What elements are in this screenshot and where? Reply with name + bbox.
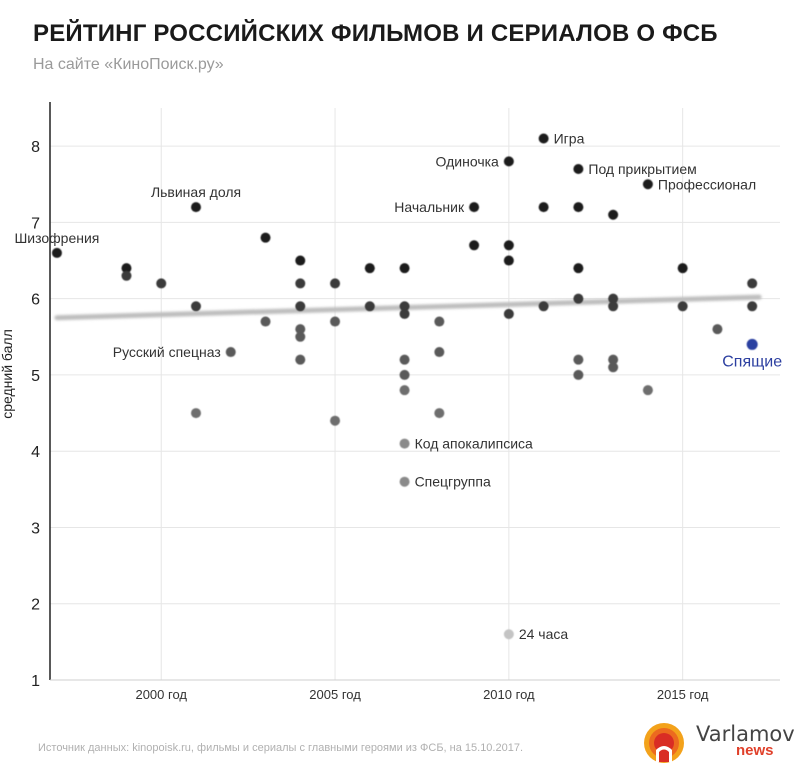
data-point bbox=[712, 324, 723, 335]
data-point bbox=[434, 347, 445, 358]
data-point bbox=[399, 438, 410, 449]
axes: 1 2 3 4 5 6 7 8 2000 год 2005 год 2010 год 2015 год… bbox=[0, 102, 780, 702]
point-label: Спящие bbox=[722, 353, 782, 370]
point-label: 24 часа bbox=[519, 626, 569, 642]
data-point bbox=[747, 301, 758, 312]
data-point bbox=[295, 301, 306, 312]
data-point bbox=[573, 164, 584, 175]
data-point bbox=[330, 415, 341, 426]
data-point bbox=[51, 247, 62, 258]
y-tick-label: 2 bbox=[31, 597, 40, 614]
point-label: Одиночка bbox=[436, 153, 500, 169]
data-point bbox=[295, 278, 306, 289]
y-axis-label: средний балл bbox=[0, 329, 15, 419]
logo: Varlamov news bbox=[634, 716, 795, 766]
data-point bbox=[191, 301, 201, 312]
data-point bbox=[399, 476, 410, 487]
logo-subword: news bbox=[736, 742, 774, 759]
data-point bbox=[677, 263, 688, 274]
y-tick-label: 7 bbox=[31, 215, 40, 232]
data-point bbox=[330, 278, 341, 289]
chart-subtitle: На сайте «КиноПоиск.ру» bbox=[33, 56, 224, 73]
y-tick-label: 3 bbox=[31, 520, 40, 537]
data-point bbox=[573, 263, 584, 274]
data-point bbox=[399, 385, 410, 396]
y-tick-label: 5 bbox=[31, 368, 40, 385]
point-label: Под прикрытием bbox=[588, 161, 696, 177]
data-point bbox=[573, 354, 584, 365]
data-point bbox=[295, 331, 306, 342]
data-point bbox=[399, 354, 410, 365]
data-point bbox=[503, 308, 514, 319]
data-point bbox=[399, 308, 410, 319]
data-point bbox=[503, 255, 514, 266]
data-point bbox=[191, 408, 201, 419]
x-tick-label: 2005 год bbox=[309, 687, 361, 702]
y-tick-label: 6 bbox=[31, 292, 40, 309]
data-point bbox=[364, 301, 375, 312]
data-point bbox=[538, 301, 549, 312]
data-point bbox=[260, 316, 271, 327]
data-point bbox=[469, 240, 480, 251]
data-point bbox=[399, 301, 410, 312]
data-point bbox=[364, 263, 375, 274]
point-label: Львиная доля bbox=[151, 184, 241, 200]
data-point bbox=[538, 202, 549, 213]
x-tick-label: 2015 год bbox=[657, 687, 709, 702]
point-label: Код апокалипсиса bbox=[415, 436, 533, 452]
data-point bbox=[121, 263, 132, 274]
data-point bbox=[677, 301, 688, 312]
data-point bbox=[330, 316, 341, 327]
chart-title: РЕЙТИНГ РОССИЙСКИХ ФИЛЬМОВ И СЕРИАЛОВ О … bbox=[33, 20, 718, 47]
data-point bbox=[573, 369, 584, 380]
data-point bbox=[503, 629, 514, 640]
point-labels: Шизофрения Львиная доля Русский спецназ Код… bbox=[14, 131, 782, 643]
data-points bbox=[51, 133, 758, 640]
data-point bbox=[538, 133, 549, 144]
data-point bbox=[156, 278, 167, 289]
data-point bbox=[399, 369, 410, 380]
point-label: Русский спецназ bbox=[113, 344, 221, 360]
data-point bbox=[608, 209, 619, 220]
data-point bbox=[434, 408, 445, 419]
data-point bbox=[642, 385, 653, 396]
data-point bbox=[469, 202, 480, 213]
data-point bbox=[399, 263, 410, 274]
data-point bbox=[747, 278, 758, 289]
y-tick-label: 4 bbox=[31, 444, 40, 461]
data-point bbox=[642, 179, 653, 190]
logo-wordmark: Varlamov bbox=[696, 722, 795, 746]
data-point bbox=[295, 354, 306, 365]
data-point bbox=[608, 293, 619, 304]
data-point bbox=[503, 156, 514, 167]
x-tick-label: 2010 год bbox=[483, 687, 535, 702]
data-point bbox=[260, 232, 271, 243]
data-point bbox=[191, 202, 201, 213]
point-label: Спецгруппа bbox=[415, 474, 491, 490]
data-point bbox=[434, 316, 445, 327]
data-point bbox=[295, 255, 306, 266]
data-point bbox=[573, 293, 584, 304]
data-point bbox=[295, 324, 306, 335]
data-point bbox=[608, 362, 619, 373]
source-note: Источник данных: kinopoisk.ru, фильмы и … bbox=[38, 742, 524, 754]
y-tick-label: 8 bbox=[31, 139, 40, 156]
data-point bbox=[608, 301, 619, 312]
data-point bbox=[503, 240, 514, 251]
x-tick-label: 2000 год bbox=[135, 687, 187, 702]
data-point bbox=[608, 354, 619, 365]
point-label: Начальник bbox=[394, 199, 465, 215]
point-label: Игра bbox=[554, 131, 585, 147]
sunburst-logo-icon bbox=[644, 723, 684, 763]
data-point bbox=[121, 270, 132, 281]
y-tick-label: 1 bbox=[31, 673, 40, 690]
point-label: Шизофрения bbox=[14, 230, 99, 246]
data-point bbox=[225, 347, 236, 358]
point-label: Профессионал bbox=[658, 176, 756, 192]
data-point bbox=[573, 202, 584, 213]
highlighted-point bbox=[746, 338, 758, 350]
